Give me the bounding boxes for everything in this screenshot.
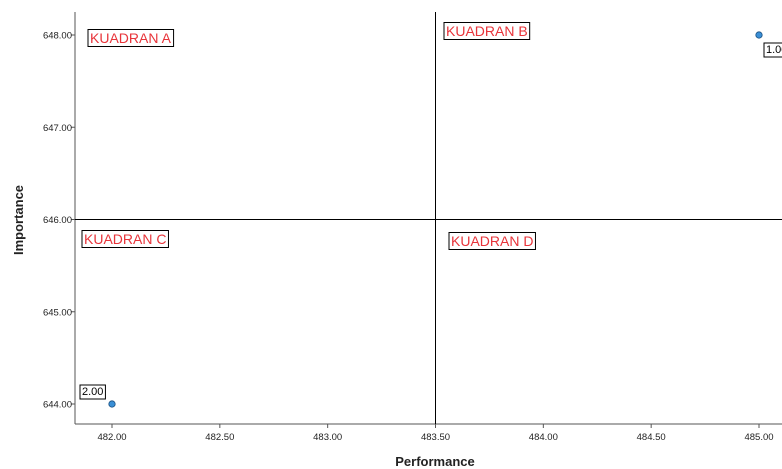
quadrant-label-text: KUADRAN B (446, 23, 528, 39)
data-points: 1.00 2.00 (79, 31, 782, 408)
x-tick-label: 482.00 (97, 432, 126, 443)
y-axis-title: Importance (11, 185, 26, 255)
data-point-label: 2.00 (79, 384, 106, 400)
quadrant-label-box (81, 230, 169, 248)
data-point-label-box (763, 42, 782, 58)
x-tick-label: 482.50 (205, 432, 234, 443)
plot-area (74, 12, 782, 425)
y-tick-label: 644.00 (43, 400, 72, 411)
data-point-label-box (79, 384, 106, 400)
reference-lines (75, 12, 782, 424)
quadrant-label-text: KUADRAN D (451, 233, 533, 249)
quadrant-label-box (443, 22, 531, 40)
quadrant-label: KUADRAN C (81, 230, 169, 248)
x-axis-ticks: 482.00 482.50 483.00 483.50 484.00 484.50 485.… (97, 424, 774, 443)
x-tick-label: 485.00 (744, 432, 773, 443)
x-tick-label: 484.50 (637, 432, 666, 443)
data-point (108, 400, 116, 408)
quadrant-label: KUADRAN A (87, 29, 175, 47)
y-tick-label: 647.00 (43, 123, 72, 134)
quadrant-label: KUADRAN D (448, 232, 536, 250)
quadrant-labels: KUADRAN A KUADRAN B KUADRAN C KUADRAN D (81, 22, 536, 250)
quadrant-label-box (87, 29, 175, 47)
y-tick-label: 645.00 (43, 307, 72, 318)
data-point (755, 31, 763, 39)
x-tick-label: 483.00 (313, 432, 342, 443)
x-tick-label: 483.50 (421, 432, 450, 443)
y-tick-label: 648.00 (43, 31, 72, 42)
x-tick-label: 484.00 (529, 432, 558, 443)
y-axis-ticks: 644.00 645.00 646.00 647.00 648.00 (43, 31, 75, 411)
quadrant-label-text: KUADRAN C (84, 231, 166, 247)
x-axis-title: Performance (395, 454, 474, 469)
quadrant-label-box (448, 232, 536, 250)
data-point-label-text: 2.00 (82, 386, 103, 398)
data-point-label: 1.00 (763, 42, 782, 58)
data-point-label-text: 1.00 (766, 44, 782, 56)
y-tick-label: 646.00 (43, 215, 72, 226)
quadrant-label: KUADRAN B (443, 22, 531, 40)
quadrant-label-text: KUADRAN A (90, 30, 172, 46)
